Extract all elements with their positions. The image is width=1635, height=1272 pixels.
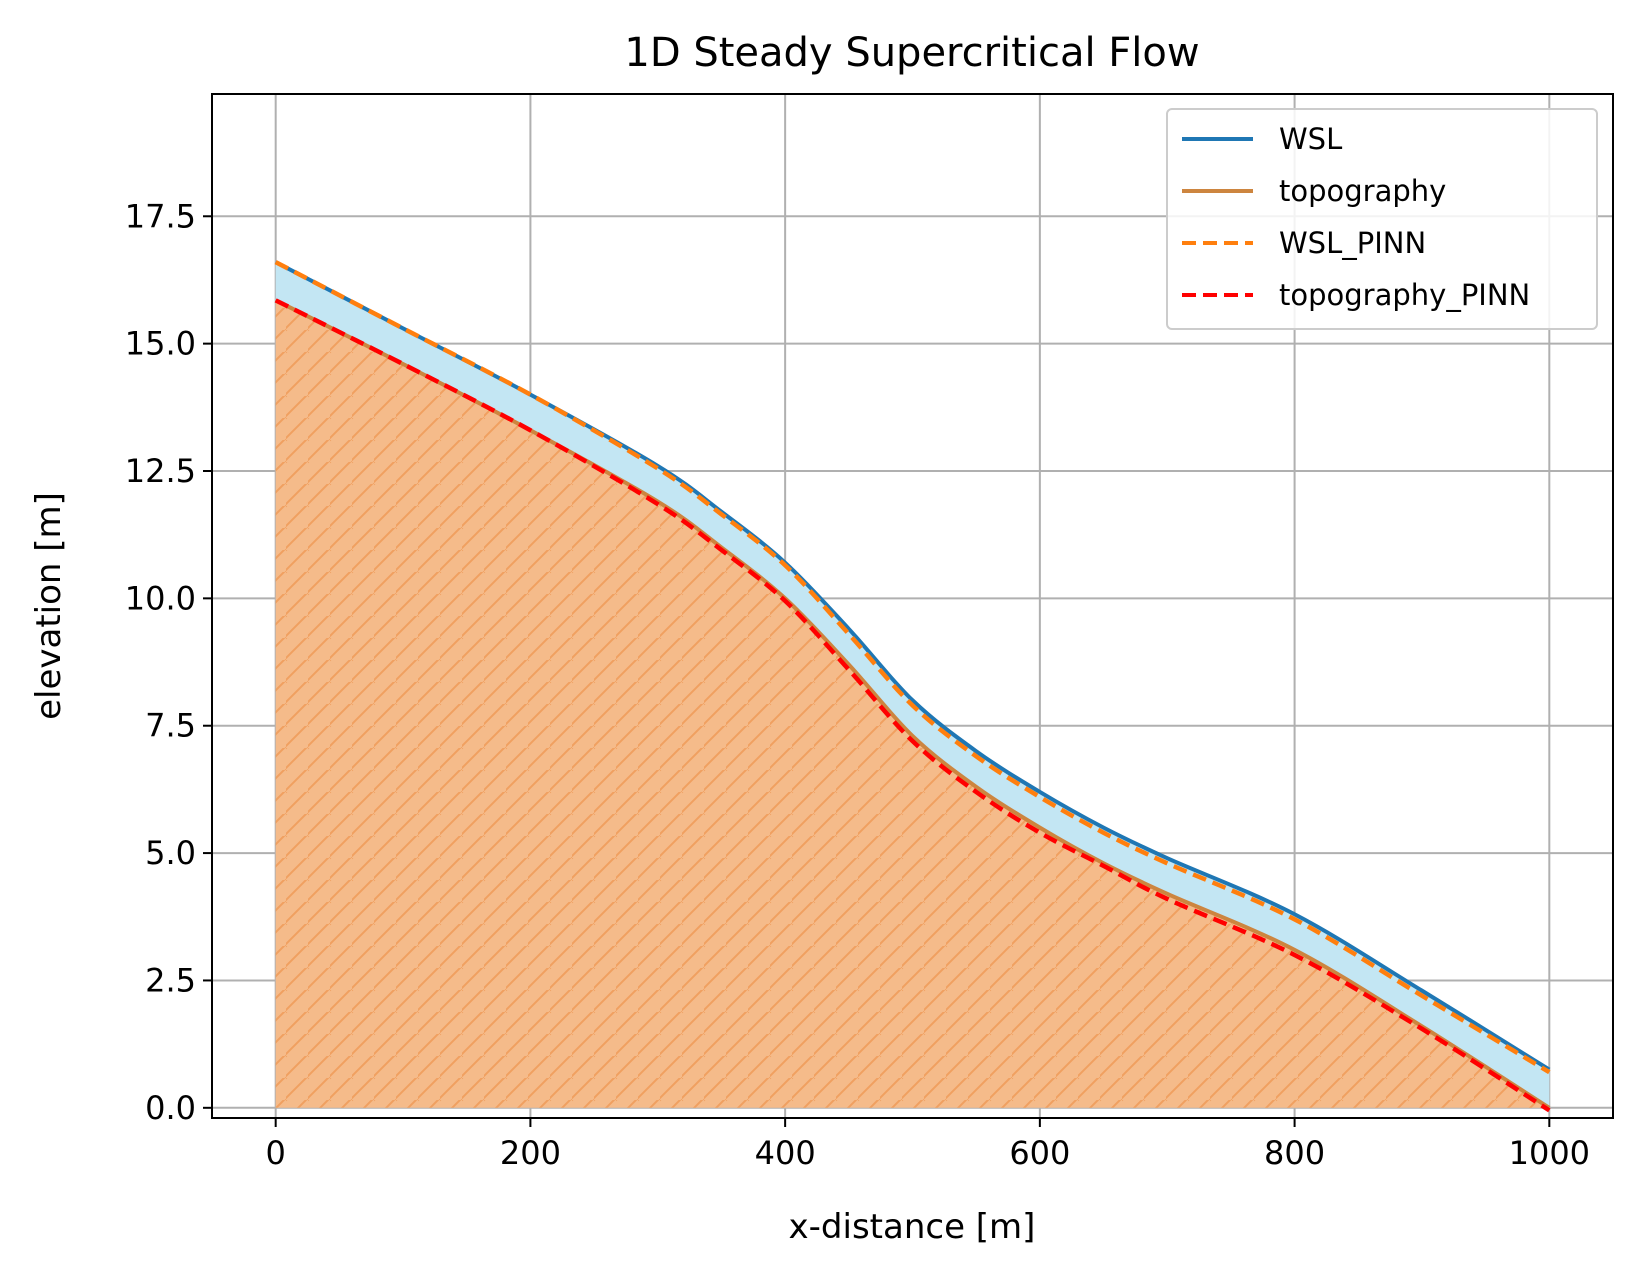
x-tick-label: 800 <box>1264 1134 1325 1172</box>
y-tick-label: 0.0 <box>145 1089 196 1127</box>
water-fill <box>275 262 1550 1108</box>
x-axis: 0 200 400 600 800 1000 <box>266 1118 1590 1172</box>
x-tick-label: 1000 <box>1509 1134 1590 1172</box>
y-tick-label: 17.5 <box>125 197 196 235</box>
legend: WSL topography WSL_PINN topography_PINN <box>1166 108 1598 330</box>
x-tick-label: 600 <box>1009 1134 1070 1172</box>
legend-label: WSL <box>1279 122 1342 156</box>
chart-title: 1D Steady Supercritical Flow <box>624 30 1199 76</box>
y-tick-label: 7.5 <box>145 707 196 745</box>
series-lines <box>274 260 1551 1113</box>
area-fills <box>275 262 1550 1108</box>
y-tick-label: 5.0 <box>145 834 196 872</box>
y-axis-label: elevation [m] <box>29 492 69 720</box>
y-tick-label: 2.5 <box>145 961 196 999</box>
x-tick-label: 200 <box>500 1134 561 1172</box>
y-tick-label: 10.0 <box>125 579 196 617</box>
y-tick-label: 15.0 <box>125 325 196 363</box>
legend-box <box>1166 108 1598 330</box>
ground-hatch <box>275 300 1550 1108</box>
legend-label: WSL_PINN <box>1279 226 1426 260</box>
series-line-wsl-pinn <box>274 260 1551 1075</box>
plot-frame <box>211 93 1614 1119</box>
x-tick-label: 0 <box>266 1134 286 1172</box>
y-tick-label: 12.5 <box>125 452 196 490</box>
y-axis: 0.0 2.5 5.0 7.5 10.0 12.5 15.0 17.5 <box>125 197 212 1127</box>
legend-label: topography <box>1279 174 1446 208</box>
x-axis-label: x-distance [m] <box>789 1207 1036 1247</box>
series-line-topography-pinn <box>274 298 1551 1113</box>
legend-label: topography_PINN <box>1279 278 1530 312</box>
x-tick-label: 400 <box>755 1134 816 1172</box>
